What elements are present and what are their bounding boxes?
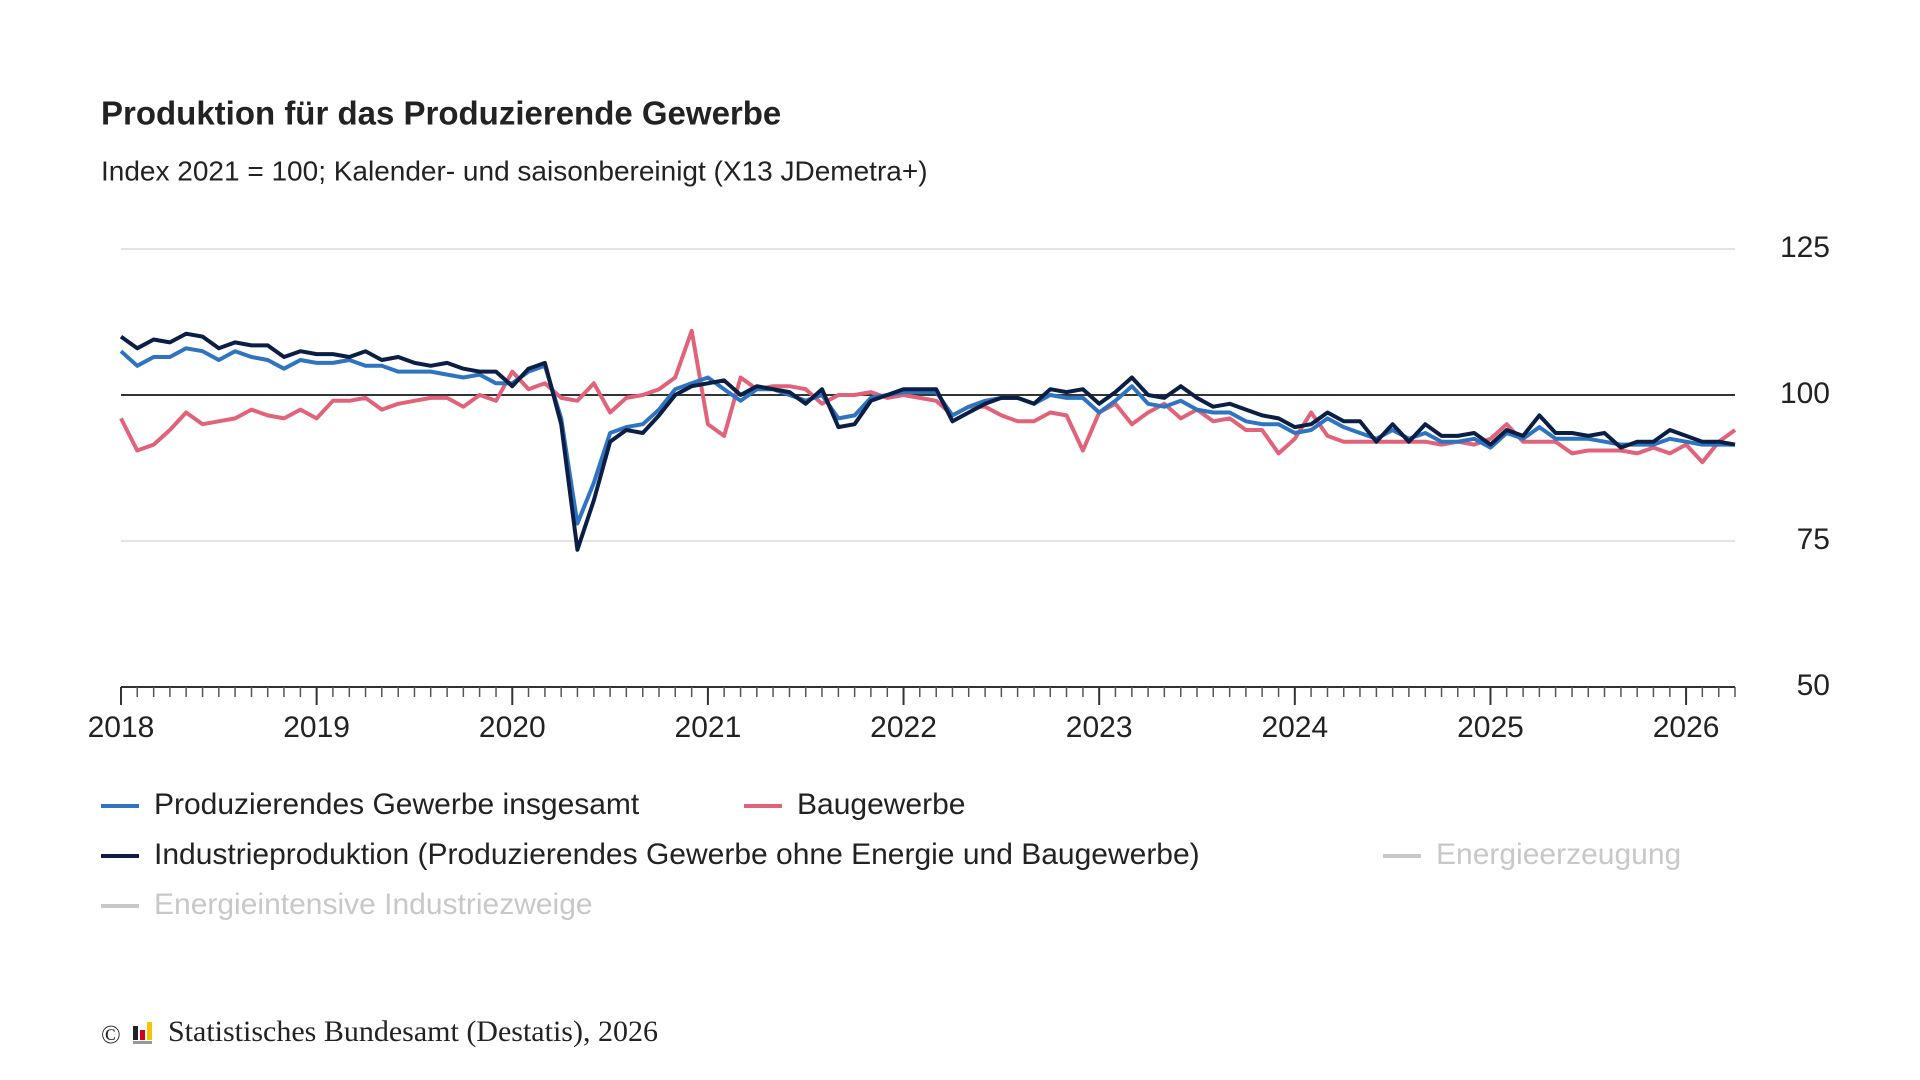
footer: © Statistisches Bundesamt (Destatis), 20… (101, 1015, 658, 1049)
logo-base (133, 1041, 152, 1044)
x-tick-label: 2023 (1066, 711, 1133, 744)
y-tick-label: 125 (1780, 231, 1830, 264)
chart-title: Produktion für das Produzierende Gewerbe (101, 95, 781, 132)
copyright: © (101, 1020, 121, 1049)
legend-label: Energieerzeugung (1436, 838, 1681, 871)
x-tick-label: 2026 (1653, 711, 1720, 744)
x-tick-label: 2020 (479, 711, 546, 744)
logo-bar (140, 1030, 145, 1040)
x-tick-label: 2021 (675, 711, 742, 744)
x-tick-label: 2022 (870, 711, 937, 744)
legend-label: Energieintensive Industriezweige (154, 888, 593, 921)
logo-bar (147, 1022, 152, 1040)
y-tick-label: 100 (1780, 377, 1830, 410)
x-tick-label: 2024 (1261, 711, 1328, 744)
legend-label: Baugewerbe (797, 788, 965, 821)
logo-bar (133, 1026, 138, 1040)
legend-label: Industrieproduktion (Produzierendes Gewe… (154, 838, 1200, 871)
x-tick-label: 2019 (283, 711, 350, 744)
legend-label: Produzierendes Gewerbe insgesamt (154, 788, 640, 821)
series-line (119, 331, 1736, 552)
chart-subtitle: Index 2021 = 100; Kalender- und saisonbe… (101, 155, 928, 186)
x-tick-label: 2018 (88, 711, 155, 744)
series-line (119, 346, 1735, 526)
source: Statistisches Bundesamt (Destatis), 2026 (168, 1015, 658, 1048)
series-line (119, 328, 1737, 465)
y-tick-label: 50 (1797, 669, 1830, 702)
x-tick-label: 2025 (1457, 711, 1524, 744)
y-tick-label: 75 (1797, 523, 1830, 556)
